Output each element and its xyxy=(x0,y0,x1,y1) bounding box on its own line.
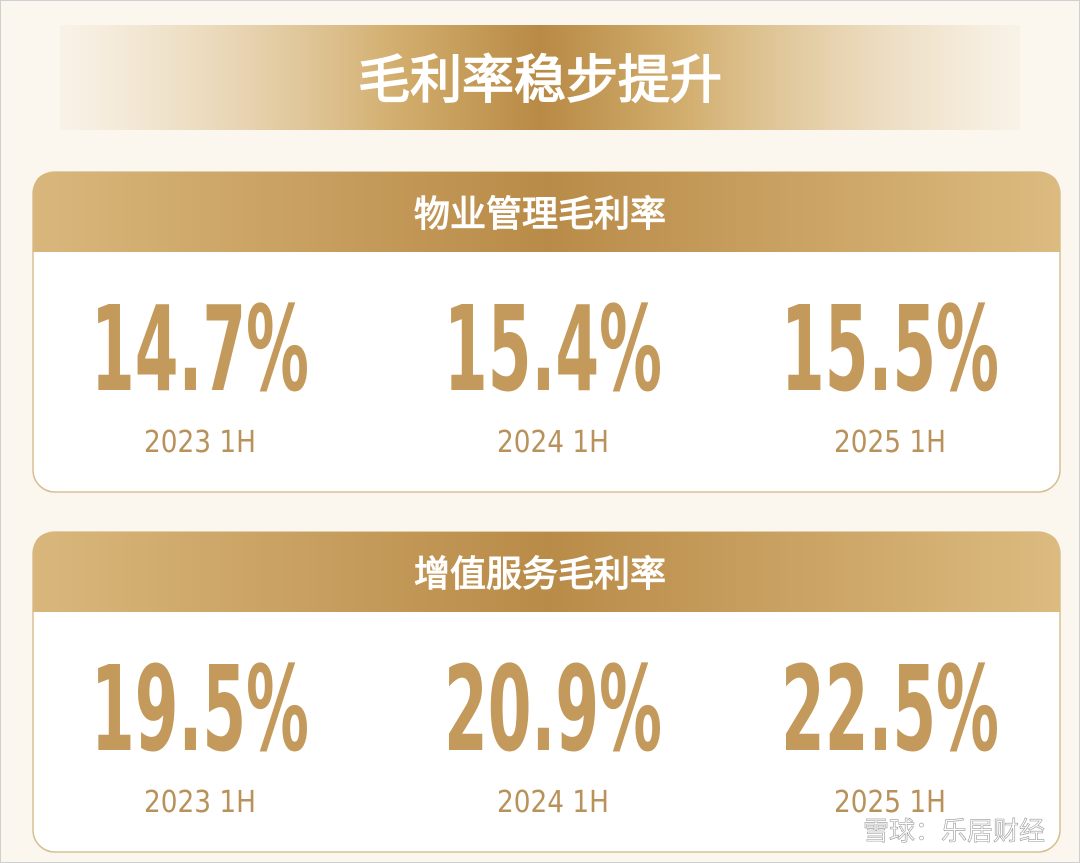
stat-period: 2023 1H xyxy=(144,785,256,820)
stat-value: 14.7% xyxy=(91,280,309,418)
panel-header xyxy=(33,532,1060,612)
stat-value: 15.5% xyxy=(781,280,999,418)
stat-period: 2025 1H xyxy=(834,785,946,820)
stat-value: 20.9% xyxy=(444,640,662,778)
panel-header-text: 物业管理毛利率 xyxy=(414,194,666,235)
stat-period: 2024 1H xyxy=(497,425,609,460)
title: 毛利率稳步提升 xyxy=(358,51,722,111)
stat-period: 2024 1H xyxy=(497,785,609,820)
stat-value: 22.5% xyxy=(781,640,999,778)
panels: 物业管理毛利率 14.7% 2023 1H 15.4% 2024 1H 15.5% 2025… xyxy=(32,171,1061,853)
stat-value: 19.5% xyxy=(91,640,309,778)
stat-value: 15.4% xyxy=(444,280,662,418)
panel-header xyxy=(33,172,1060,252)
title-banner xyxy=(60,25,1020,130)
panel-header-text: 增值服务毛利率 xyxy=(414,554,666,595)
stat-period: 2025 1H xyxy=(834,425,946,460)
watermark: 雪球：乐居财经 xyxy=(863,817,1045,847)
stat-period: 2023 1H xyxy=(144,425,256,460)
